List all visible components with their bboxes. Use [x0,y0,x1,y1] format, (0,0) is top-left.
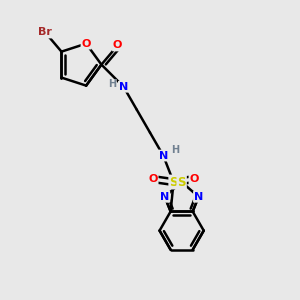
Text: O: O [82,39,91,49]
Text: O: O [190,174,199,184]
Text: S: S [177,176,186,188]
Text: Br: Br [38,28,52,38]
Text: O: O [148,174,158,184]
Text: H: H [172,145,180,155]
Text: N: N [160,192,169,202]
Text: N: N [119,82,128,92]
Text: O: O [113,40,122,50]
Text: S: S [169,176,178,188]
Text: N: N [194,192,203,202]
Text: N: N [159,151,168,160]
Text: H: H [108,79,116,89]
